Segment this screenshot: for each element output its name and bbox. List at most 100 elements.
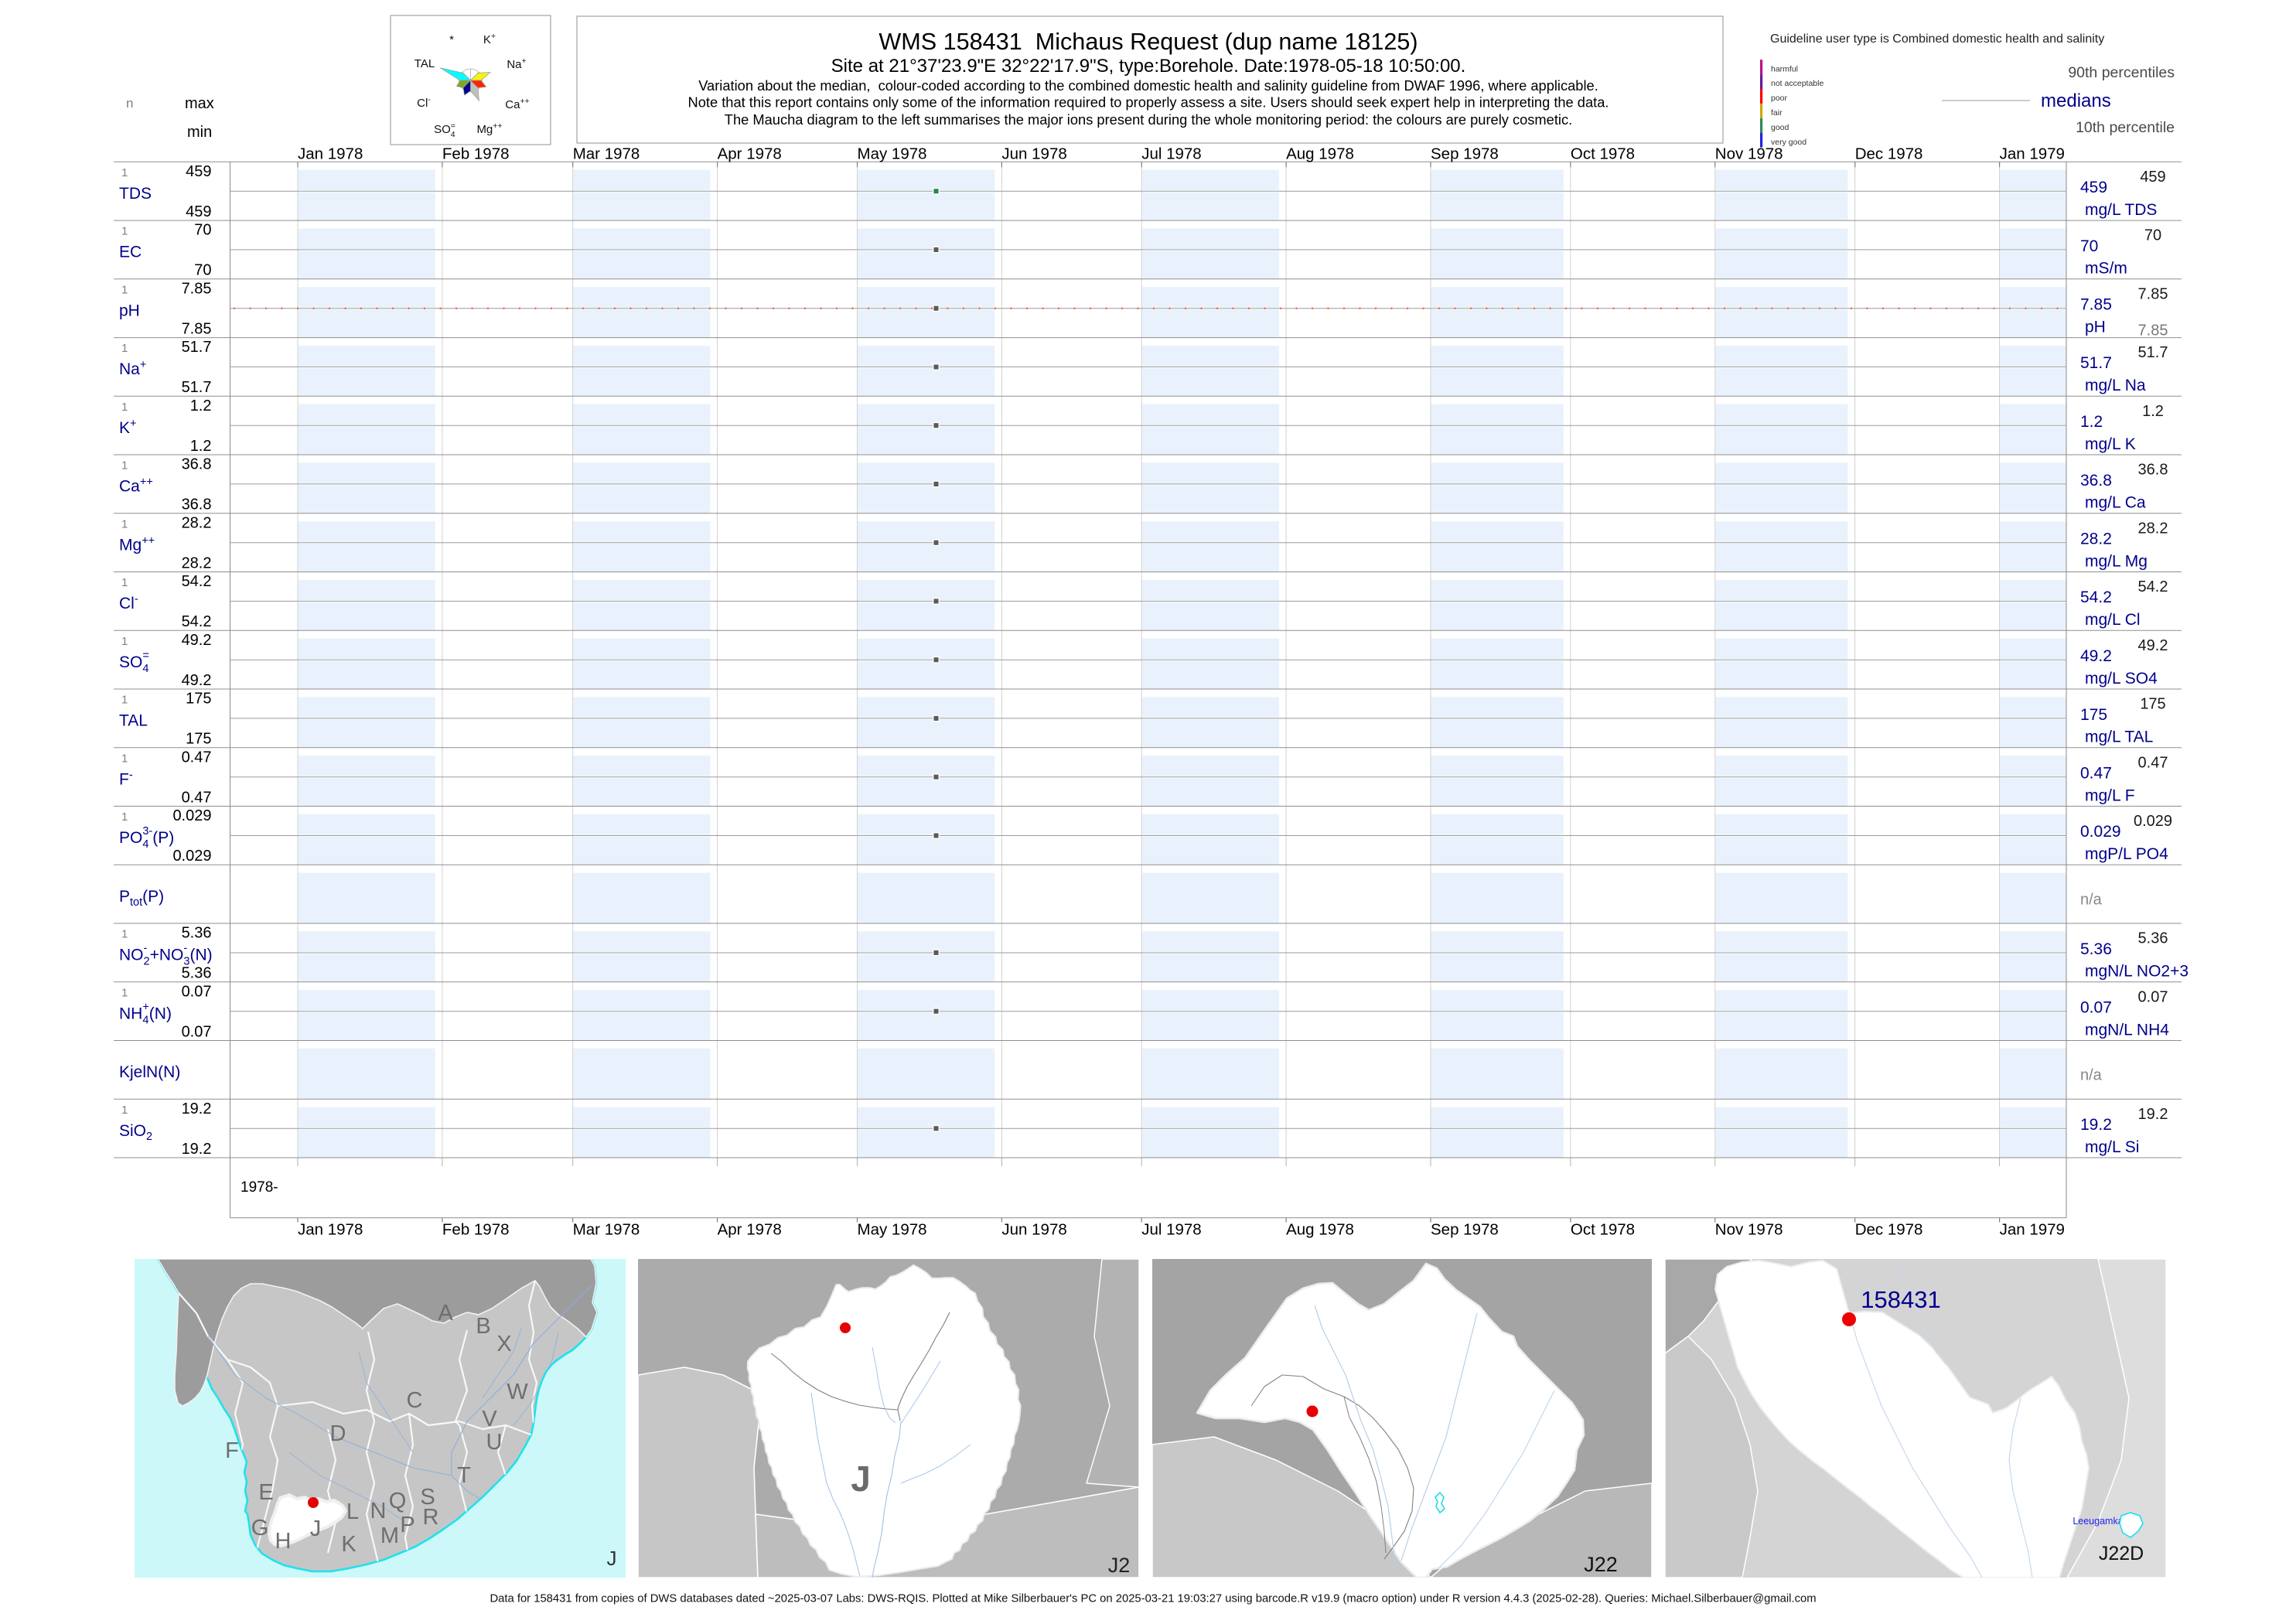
- svg-text:Feb 1978: Feb 1978: [442, 145, 510, 163]
- svg-text:5.36: 5.36: [2138, 930, 2168, 947]
- svg-text:0.47: 0.47: [182, 789, 212, 806]
- svg-text:51.7: 51.7: [182, 379, 212, 396]
- svg-text:Site at 21°37'23.9"E 32°22'17.: Site at 21°37'23.9"E 32°22'17.9"S, type:…: [831, 56, 1466, 77]
- svg-text:mg/L F: mg/L F: [2085, 786, 2135, 804]
- svg-text:not acceptable: not acceptable: [1771, 79, 1823, 88]
- svg-text:19.2: 19.2: [182, 1141, 212, 1158]
- svg-text:0.029: 0.029: [172, 807, 211, 824]
- svg-text:7.85: 7.85: [2138, 285, 2168, 302]
- svg-text:28.2: 28.2: [2080, 531, 2112, 548]
- svg-text:Leeugamka: Leeugamka: [2073, 1516, 2123, 1527]
- svg-text:0.029: 0.029: [2080, 823, 2121, 841]
- svg-text:49.2: 49.2: [182, 672, 212, 689]
- svg-text:mgN/L NO2+3: mgN/L NO2+3: [2085, 963, 2189, 981]
- svg-text:Jan 1978: Jan 1978: [298, 1221, 363, 1239]
- svg-text:max: max: [185, 95, 214, 112]
- svg-text:Apr 1978: Apr 1978: [718, 1221, 782, 1239]
- svg-text:0.47: 0.47: [182, 749, 212, 766]
- svg-text:WMS 158431 Michaus Request (d: WMS 158431 Michaus Request (dup name 181…: [878, 29, 1418, 55]
- svg-text:May 1978: May 1978: [858, 145, 927, 163]
- svg-text:K: K: [341, 1532, 357, 1557]
- svg-text:harmful: harmful: [1771, 64, 1798, 73]
- svg-text:36.8: 36.8: [182, 496, 212, 513]
- svg-text:1.2: 1.2: [2080, 413, 2103, 431]
- svg-text:Feb 1978: Feb 1978: [442, 1221, 510, 1239]
- svg-text:pH: pH: [2085, 318, 2106, 336]
- svg-text:1: 1: [121, 810, 128, 824]
- svg-text:70: 70: [2080, 237, 2098, 255]
- svg-text:Na+: Na+: [119, 359, 146, 378]
- svg-text:19.2: 19.2: [2138, 1106, 2168, 1123]
- svg-text:5.36: 5.36: [2080, 940, 2112, 958]
- svg-text:Jun 1978: Jun 1978: [1001, 1221, 1066, 1239]
- svg-text:TDS: TDS: [119, 185, 152, 203]
- svg-text:459: 459: [186, 163, 211, 180]
- svg-text:mg/L K: mg/L K: [2085, 435, 2136, 453]
- svg-text:L: L: [346, 1499, 359, 1524]
- svg-text:1: 1: [121, 635, 128, 648]
- svg-text:0.07: 0.07: [182, 983, 212, 1000]
- svg-text:54.2: 54.2: [182, 573, 212, 590]
- svg-text:54.2: 54.2: [2080, 589, 2112, 606]
- svg-text:Mar 1978: Mar 1978: [573, 145, 640, 163]
- svg-text:mgN/L NH4: mgN/L NH4: [2085, 1021, 2169, 1039]
- svg-text:54.2: 54.2: [2138, 578, 2168, 595]
- svg-text:70: 70: [2144, 227, 2161, 244]
- svg-text:459: 459: [186, 203, 211, 220]
- svg-text:51.7: 51.7: [182, 339, 212, 356]
- svg-text:F: F: [225, 1438, 239, 1463]
- svg-text:X: X: [496, 1332, 511, 1356]
- svg-text:Variation about the median, c: Variation about the median, colour-coded…: [698, 77, 1598, 94]
- svg-text:very good: very good: [1771, 138, 1806, 147]
- svg-text:Q: Q: [389, 1489, 407, 1513]
- svg-text:1978-: 1978-: [241, 1179, 278, 1196]
- svg-text:mg/L Ca: mg/L Ca: [2085, 494, 2146, 512]
- svg-text:Aug 1978: Aug 1978: [1286, 1221, 1354, 1239]
- svg-text:0.029: 0.029: [172, 848, 211, 865]
- svg-text:Jul 1978: Jul 1978: [1141, 1221, 1202, 1239]
- svg-text:Sep 1978: Sep 1978: [1431, 1221, 1499, 1239]
- svg-text:36.8: 36.8: [182, 456, 212, 473]
- svg-text:SO4=: SO4=: [119, 650, 149, 675]
- svg-text:J2: J2: [1108, 1554, 1131, 1577]
- svg-text:1: 1: [121, 166, 128, 179]
- svg-text:T: T: [457, 1463, 471, 1488]
- svg-text:28.2: 28.2: [182, 554, 212, 571]
- svg-text:Mar 1978: Mar 1978: [573, 1221, 640, 1239]
- svg-text:1: 1: [121, 225, 128, 238]
- svg-text:1: 1: [121, 694, 128, 707]
- svg-text:51.7: 51.7: [2138, 344, 2168, 361]
- svg-text:Apr 1978: Apr 1978: [718, 145, 782, 163]
- svg-text:EC: EC: [119, 244, 142, 261]
- svg-text:TAL: TAL: [119, 712, 148, 730]
- svg-text:G: G: [251, 1516, 269, 1540]
- svg-text:1: 1: [121, 986, 128, 999]
- svg-text:mg/L Si: mg/L Si: [2085, 1138, 2139, 1156]
- svg-text:1: 1: [121, 342, 128, 355]
- svg-text:19.2: 19.2: [182, 1100, 212, 1117]
- svg-text:mg/L Na: mg/L Na: [2085, 377, 2146, 394]
- svg-text:54.2: 54.2: [182, 613, 212, 630]
- svg-text:n: n: [126, 96, 133, 111]
- svg-text:19.2: 19.2: [2080, 1116, 2112, 1134]
- svg-text:J: J: [851, 1459, 871, 1499]
- svg-text:70: 70: [194, 222, 211, 239]
- svg-text:mgP/L PO4: mgP/L PO4: [2085, 845, 2168, 863]
- svg-text:KjelN(N): KjelN(N): [119, 1063, 180, 1081]
- svg-text:E: E: [258, 1480, 273, 1505]
- svg-text:1.2: 1.2: [190, 397, 212, 415]
- svg-text:Sep 1978: Sep 1978: [1431, 145, 1499, 163]
- svg-text:N: N: [370, 1499, 387, 1523]
- svg-text:A: A: [438, 1301, 453, 1325]
- svg-text:May 1978: May 1978: [858, 1221, 927, 1239]
- svg-text:mg/L Cl: mg/L Cl: [2085, 611, 2141, 629]
- svg-text:175: 175: [186, 731, 211, 748]
- svg-text:min: min: [187, 124, 212, 141]
- svg-text:H: H: [275, 1529, 292, 1554]
- svg-text:5.36: 5.36: [182, 965, 212, 982]
- svg-text:90th percentiles: 90th percentiles: [2068, 64, 2175, 81]
- svg-text:158431: 158431: [1861, 1286, 1940, 1313]
- svg-text:B: B: [476, 1314, 490, 1339]
- svg-text:70: 70: [194, 262, 211, 279]
- svg-text:1: 1: [121, 401, 128, 414]
